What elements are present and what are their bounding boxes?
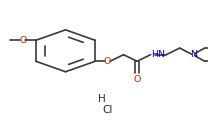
Text: N: N	[190, 50, 197, 59]
Text: HN: HN	[152, 50, 166, 59]
Text: O: O	[19, 36, 27, 45]
Text: O: O	[133, 75, 141, 84]
Text: Cl: Cl	[102, 106, 112, 115]
Text: H: H	[98, 94, 106, 104]
Text: O: O	[104, 57, 111, 66]
